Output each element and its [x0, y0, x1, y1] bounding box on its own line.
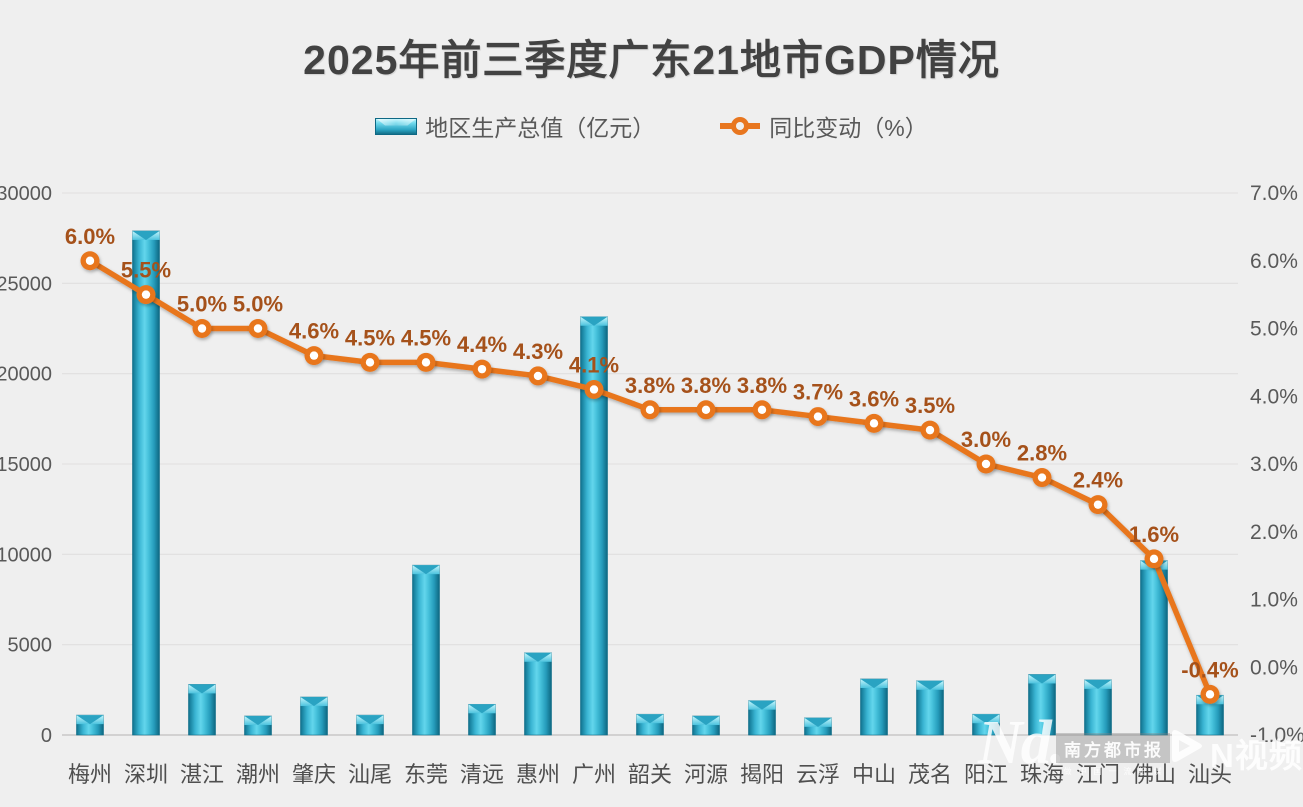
- svg-text:3.6%: 3.6%: [849, 386, 899, 411]
- svg-text:潮州: 潮州: [236, 762, 280, 787]
- svg-text:1.0%: 1.0%: [1250, 589, 1298, 612]
- svg-text:3.7%: 3.7%: [793, 380, 843, 405]
- svg-text:清远: 清远: [460, 762, 504, 787]
- svg-text:湛江: 湛江: [180, 762, 224, 787]
- legend: 地区生产总值（亿元） 同比变动（%）: [0, 109, 1303, 143]
- svg-text:7.0%: 7.0%: [1250, 182, 1298, 205]
- svg-text:4.3%: 4.3%: [513, 339, 563, 364]
- svg-text:6.0%: 6.0%: [1250, 250, 1298, 273]
- svg-text:6.0%: 6.0%: [65, 224, 115, 249]
- line-series-swatch-icon: [719, 114, 761, 138]
- svg-text:韶关: 韶关: [628, 762, 672, 787]
- legend-item-gdp: 地区生产总值（亿元）: [375, 109, 655, 143]
- svg-text:3.5%: 3.5%: [905, 393, 955, 418]
- newspaper-name: 南方都市报: [1056, 733, 1170, 763]
- play-icon: [1166, 726, 1204, 766]
- svg-text:3.8%: 3.8%: [737, 373, 787, 398]
- svg-text:0.0%: 0.0%: [1250, 656, 1298, 679]
- svg-text:3.8%: 3.8%: [625, 373, 675, 398]
- newspaper-tagline: 做中国一流纸媒: [1063, 767, 1169, 776]
- legend-label-gdp: 地区生产总值（亿元）: [425, 115, 656, 141]
- svg-text:3.8%: 3.8%: [681, 373, 731, 398]
- svg-text:4.4%: 4.4%: [457, 332, 507, 357]
- nvideo-watermark: N视频: [1210, 737, 1303, 774]
- svg-text:广州: 广州: [572, 762, 616, 787]
- svg-text:4.5%: 4.5%: [401, 325, 451, 350]
- svg-text:5.0%: 5.0%: [1250, 318, 1298, 341]
- chart-title: 2025年前三季度广东21地市GDP情况: [303, 37, 1000, 83]
- svg-text:2.4%: 2.4%: [1073, 468, 1123, 493]
- svg-text:汕尾: 汕尾: [348, 762, 392, 787]
- svg-text:3.0%: 3.0%: [1250, 453, 1298, 476]
- svg-text:30000: 30000: [0, 183, 52, 205]
- svg-text:4.6%: 4.6%: [289, 319, 339, 344]
- svg-text:汕头: 汕头: [1188, 762, 1232, 787]
- legend-item-growth: 同比变动（%）: [719, 109, 928, 143]
- svg-text:肇庆: 肇庆: [292, 762, 336, 787]
- svg-text:5.0%: 5.0%: [233, 292, 283, 317]
- svg-text:4.5%: 4.5%: [345, 325, 395, 350]
- bar-series-swatch-icon: [375, 117, 418, 135]
- svg-text:东莞: 东莞: [404, 762, 448, 787]
- svg-text:云浮: 云浮: [796, 762, 840, 787]
- svg-text:中山: 中山: [852, 762, 896, 787]
- svg-text:3.0%: 3.0%: [961, 427, 1011, 452]
- svg-text:5.0%: 5.0%: [177, 292, 227, 317]
- svg-text:4.1%: 4.1%: [569, 352, 619, 377]
- svg-text:25000: 25000: [0, 273, 52, 295]
- legend-label-growth: 同比变动（%）: [769, 115, 928, 141]
- svg-text:20000: 20000: [0, 364, 52, 386]
- svg-text:5000: 5000: [8, 635, 53, 657]
- svg-text:佛山: 佛山: [1132, 762, 1176, 787]
- svg-text:-0.4%: -0.4%: [1181, 657, 1238, 682]
- svg-text:10000: 10000: [0, 544, 52, 566]
- svg-text:1.6%: 1.6%: [1129, 522, 1179, 547]
- svg-text:惠州: 惠州: [516, 762, 560, 787]
- svg-text:阳江: 阳江: [964, 762, 1008, 787]
- nd-logo-watermark: Nd.: [978, 709, 1065, 777]
- svg-text:2.8%: 2.8%: [1017, 441, 1067, 466]
- newspaper-watermark: 南方都市报 做中国一流纸媒: [1056, 733, 1170, 777]
- svg-text:珠海: 珠海: [1020, 762, 1064, 787]
- svg-text:2.0%: 2.0%: [1250, 521, 1298, 544]
- svg-text:深圳: 深圳: [124, 762, 168, 787]
- svg-text:梅州: 梅州: [68, 762, 112, 787]
- svg-text:-1.0%: -1.0%: [1250, 724, 1303, 747]
- svg-text:江门: 江门: [1076, 762, 1120, 787]
- svg-text:4.0%: 4.0%: [1250, 385, 1298, 408]
- svg-text:5.5%: 5.5%: [121, 258, 171, 283]
- svg-text:0: 0: [41, 725, 52, 747]
- svg-text:茂名: 茂名: [908, 762, 952, 787]
- svg-text:15000: 15000: [0, 454, 52, 476]
- svg-text:河源: 河源: [684, 762, 728, 787]
- svg-text:揭阳: 揭阳: [740, 762, 784, 787]
